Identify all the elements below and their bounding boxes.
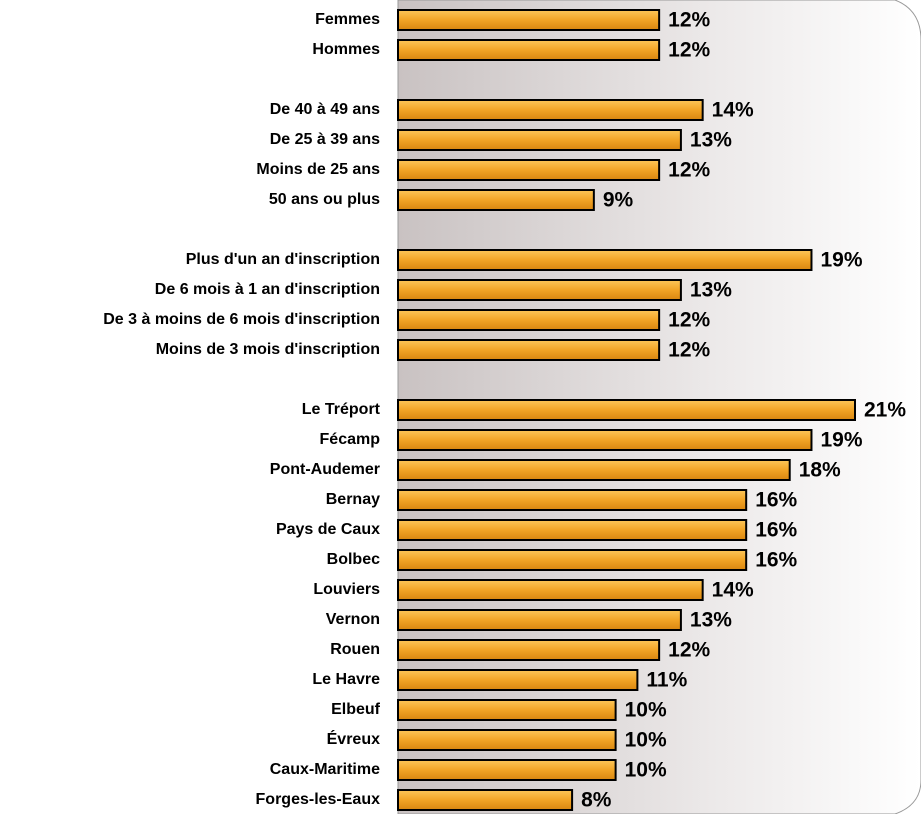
category-label: De 40 à 49 ans	[270, 101, 380, 118]
category-label: 50 ans ou plus	[269, 191, 380, 208]
bar	[397, 309, 661, 331]
category-label: Pont-Audemer	[270, 461, 380, 478]
bar	[397, 159, 661, 181]
value-label: 10%	[625, 699, 667, 722]
bar	[397, 9, 661, 31]
category-label: Bernay	[326, 491, 380, 508]
category-label: Le Tréport	[302, 401, 381, 418]
category-label: Louviers	[313, 581, 380, 598]
bar	[397, 639, 661, 661]
value-label: 12%	[668, 309, 710, 332]
value-label: 11%	[646, 669, 687, 692]
value-label: 21%	[864, 399, 906, 422]
bar	[397, 759, 617, 781]
value-label: 12%	[668, 9, 710, 32]
category-label: Fécamp	[320, 431, 381, 448]
value-label: 16%	[755, 549, 797, 572]
category-label: Rouen	[330, 641, 380, 658]
value-label: 12%	[668, 339, 710, 362]
bar	[397, 609, 682, 631]
bar	[397, 39, 661, 61]
category-label: Évreux	[327, 729, 380, 748]
bar	[397, 579, 704, 601]
value-label: 14%	[712, 579, 754, 602]
value-label: 10%	[625, 729, 667, 752]
category-label: Pays de Caux	[276, 521, 380, 538]
bar	[397, 789, 574, 811]
bar	[397, 669, 639, 691]
bar	[397, 189, 595, 211]
bar	[397, 729, 617, 751]
bar	[397, 429, 813, 451]
category-label: De 6 mois à 1 an d'inscription	[155, 281, 380, 298]
value-label: 9%	[603, 189, 634, 212]
value-label: 13%	[690, 129, 732, 152]
category-label: Plus d'un an d'inscription	[186, 251, 380, 268]
bar	[397, 129, 682, 151]
value-label: 19%	[820, 429, 862, 452]
category-label: Hommes	[312, 41, 380, 58]
bar	[397, 279, 682, 301]
bar	[397, 459, 791, 481]
bar	[397, 339, 661, 361]
bar	[397, 699, 617, 721]
category-label: Caux-Maritime	[270, 761, 380, 778]
bar	[397, 399, 856, 421]
category-label: De 3 à moins de 6 mois d'inscription	[103, 311, 380, 328]
bar	[397, 249, 813, 271]
value-label: 12%	[668, 159, 710, 182]
value-label: 8%	[581, 789, 612, 812]
bar	[397, 99, 704, 121]
category-label: Forges-les-Eaux	[256, 791, 381, 808]
value-label: 16%	[755, 519, 797, 542]
bar	[397, 489, 748, 511]
category-label: Le Havre	[312, 671, 380, 688]
value-label: 13%	[690, 279, 732, 302]
category-label: Elbeuf	[331, 701, 381, 718]
category-label: Moins de 3 mois d'inscription	[156, 341, 380, 358]
category-label: Vernon	[326, 611, 380, 628]
category-label: Moins de 25 ans	[256, 161, 380, 178]
value-label: 14%	[712, 99, 754, 122]
value-label: 10%	[625, 759, 667, 782]
value-label: 16%	[755, 489, 797, 512]
category-label: Bolbec	[327, 551, 380, 568]
value-label: 18%	[799, 459, 841, 482]
bar	[397, 519, 748, 541]
bar	[397, 549, 748, 571]
value-label: 13%	[690, 609, 732, 632]
category-label: De 25 à 39 ans	[270, 131, 380, 148]
value-label: 12%	[668, 639, 710, 662]
category-label: Femmes	[315, 11, 380, 28]
value-label: 19%	[820, 249, 862, 272]
value-label: 12%	[668, 39, 710, 62]
